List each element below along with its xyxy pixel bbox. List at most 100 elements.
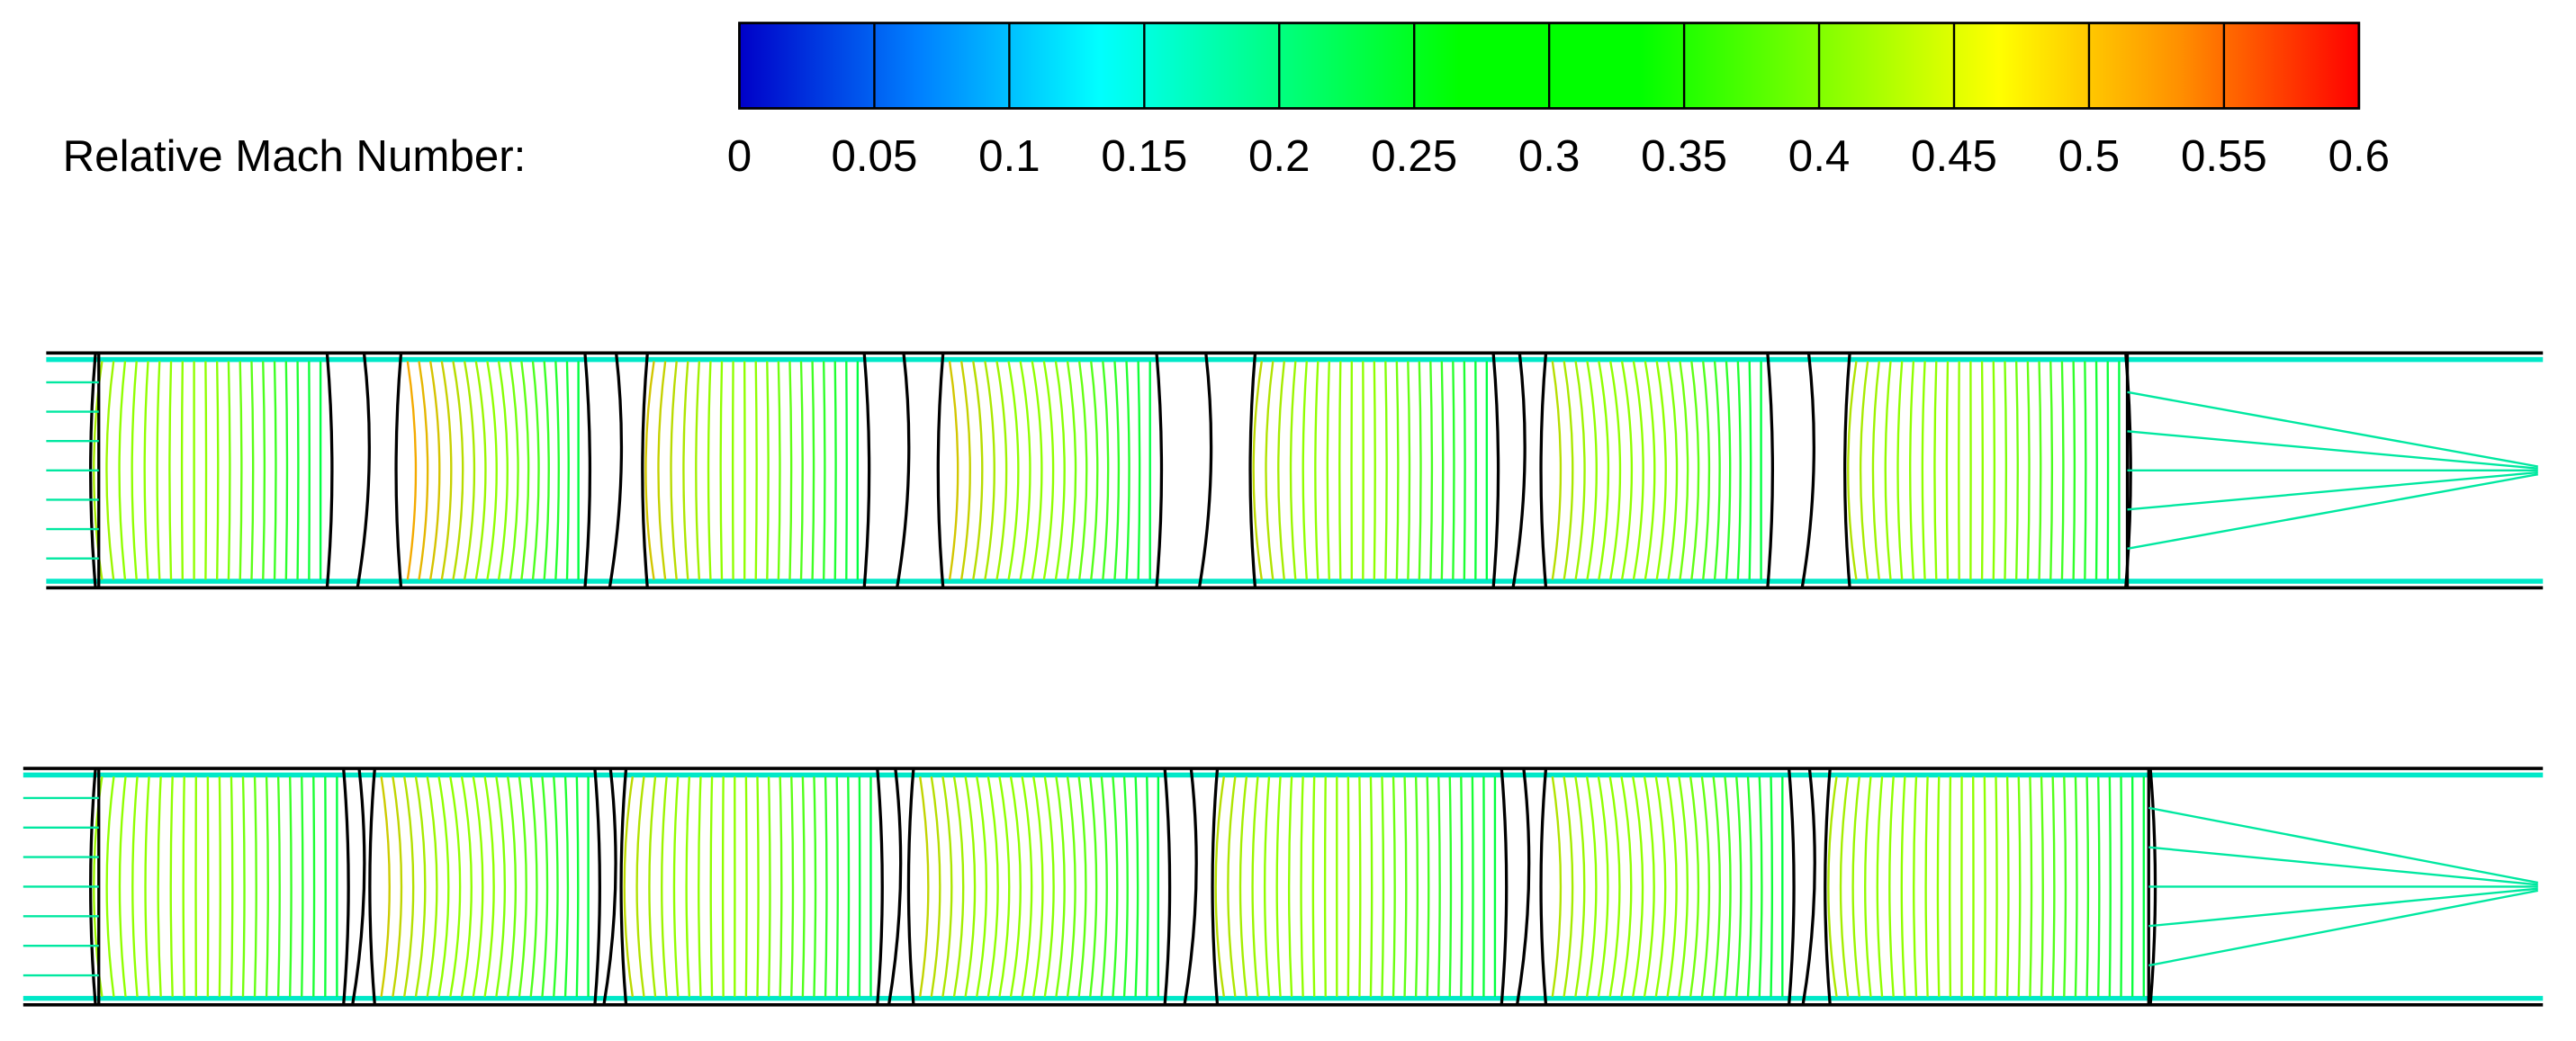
contour-line xyxy=(1551,776,1563,997)
contour-line xyxy=(262,361,266,580)
contour-line xyxy=(1770,776,1774,997)
contour-line xyxy=(1122,776,1129,997)
contour-line xyxy=(1620,361,1634,580)
contour-line xyxy=(1089,776,1098,997)
contour-panels xyxy=(23,351,2544,1007)
contour-line xyxy=(941,776,953,997)
contour-line xyxy=(529,776,538,997)
contour-line xyxy=(168,361,173,580)
contour-line xyxy=(835,776,839,997)
contour-line xyxy=(1021,776,1033,997)
contour-line xyxy=(1992,361,1996,580)
blade-edge xyxy=(1787,767,1796,1005)
blade-edge xyxy=(325,353,334,588)
contour-line xyxy=(1980,361,1984,580)
contour-line xyxy=(156,361,161,580)
contour-line xyxy=(1418,361,1422,580)
colorbar-tick-label: 0.45 xyxy=(1911,131,1997,181)
contour-line xyxy=(1585,776,1598,997)
contour-line xyxy=(1077,361,1088,580)
contour-line xyxy=(1713,361,1721,580)
contour-line xyxy=(1275,776,1282,997)
colorbar-tick-label: 0.5 xyxy=(2058,131,2121,181)
contour-line xyxy=(766,361,770,580)
wake-contour xyxy=(2127,471,2538,511)
contour-line xyxy=(719,361,724,580)
wake-contour xyxy=(2148,846,2538,886)
contour-line xyxy=(976,776,988,997)
contour-line xyxy=(1452,361,1455,580)
contour-line xyxy=(1900,776,1906,997)
contour-line xyxy=(948,361,959,580)
contour-line xyxy=(685,776,691,997)
contour-line xyxy=(440,361,453,580)
contour-line xyxy=(682,361,689,580)
contour-line xyxy=(449,776,462,997)
colorbar-tick-label: 0.05 xyxy=(831,131,917,181)
blade-edge xyxy=(583,353,592,588)
contour-line xyxy=(418,361,429,580)
contour-line xyxy=(2038,361,2042,580)
contour-line xyxy=(2060,361,2065,580)
blade-edge xyxy=(394,353,403,588)
contour-line xyxy=(1746,776,1753,997)
contour-line xyxy=(118,776,127,997)
blade-edge xyxy=(862,353,871,588)
blade-edge xyxy=(351,767,366,1006)
blade-edge xyxy=(602,767,617,1006)
contour-line xyxy=(672,776,680,997)
contour-line xyxy=(520,361,530,580)
contour-line xyxy=(657,361,667,580)
blade-edge xyxy=(1511,353,1527,588)
contour-line xyxy=(118,361,127,580)
contour-line xyxy=(495,776,507,997)
blade-edge xyxy=(887,767,903,1006)
colorbar-tick-label: 0 xyxy=(727,131,752,181)
contour-line xyxy=(964,776,977,997)
contour-line xyxy=(1758,776,1763,997)
contour-line xyxy=(1620,776,1633,997)
blade-edge xyxy=(1163,767,1172,1005)
contour-line xyxy=(1440,361,1445,580)
blade-edge xyxy=(1197,353,1213,588)
contour-line xyxy=(241,776,246,997)
contour-line xyxy=(2004,361,2008,580)
contour-line xyxy=(543,361,550,580)
blade-edge xyxy=(896,353,911,588)
contour-line xyxy=(1384,361,1388,580)
contour-line xyxy=(1403,776,1408,997)
contour-line xyxy=(1921,361,1926,580)
contour-line xyxy=(1748,361,1752,580)
contour-line xyxy=(1287,776,1293,997)
contour-line xyxy=(2072,361,2076,580)
contour-line xyxy=(813,776,817,997)
contour-line xyxy=(984,361,995,580)
contour-line xyxy=(972,361,984,580)
contour-line xyxy=(2108,776,2112,997)
contour-line xyxy=(1373,361,1376,580)
contour-line xyxy=(1859,361,1869,580)
contour-line xyxy=(811,361,815,580)
contour-line xyxy=(1007,361,1020,580)
contour-line xyxy=(143,361,149,580)
contour-line xyxy=(215,361,220,580)
contour-line xyxy=(779,776,783,997)
contour-line xyxy=(483,776,495,997)
colorbar-tick-label: 0.3 xyxy=(1518,131,1581,181)
contour-line xyxy=(1238,776,1248,997)
contour-line xyxy=(1077,776,1087,997)
contour-line xyxy=(1909,361,1915,580)
contour-line xyxy=(1263,776,1271,997)
contour-line xyxy=(2026,361,2031,580)
blade-edge xyxy=(342,767,350,1005)
contour-line xyxy=(1563,361,1574,580)
contour-line xyxy=(1043,776,1055,997)
colorbar-tick-label: 0.35 xyxy=(1641,131,1727,181)
contour-line xyxy=(144,776,150,997)
contour-line xyxy=(1666,776,1678,997)
colorbar-tick-label: 0.15 xyxy=(1101,131,1187,181)
contour-line xyxy=(1700,776,1711,997)
blade-edge xyxy=(1539,767,1548,1005)
